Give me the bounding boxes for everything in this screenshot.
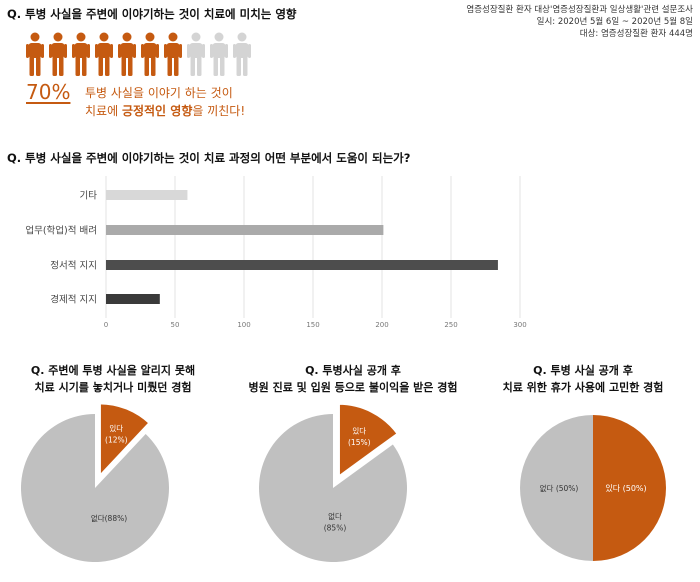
pie-label-yes: 있다 (50%)	[605, 483, 646, 493]
y-category-label: 정서적 지지	[50, 260, 97, 272]
callout-line-2-pre: 치료에	[85, 104, 122, 118]
pie-label-no: 없다 (85%)	[324, 512, 347, 533]
pie-slice-yes	[593, 415, 666, 561]
person-icon	[118, 32, 136, 76]
person-icon	[233, 32, 251, 76]
pie-1-title: Q. 주변에 투병 사실을 알리지 못해 치료 시기를 놓치거나 미뤘던 경험	[8, 362, 218, 396]
x-tick-label: 100	[237, 321, 250, 329]
survey-period: 일시: 2020년 5월 6일 ~ 2020년 5월 8일	[536, 17, 693, 27]
pie-1-title-line-1: Q. 주변에 투병 사실을 알리지 못해	[30, 364, 196, 377]
pie-label-yes: 있다 (15%)	[348, 426, 371, 447]
pie-slice-no	[21, 414, 170, 562]
person-icon	[49, 32, 67, 76]
y-category-label: 경제적 지지	[50, 294, 97, 306]
bar	[106, 225, 384, 235]
people-icon-row	[26, 32, 251, 76]
pie-3-title-line-1: Q. 투병 사실 공개 후	[533, 364, 633, 377]
pie-chart-delay-treatment: 있다 (12%) 없다(88%)	[21, 401, 170, 562]
question-2-title: Q. 투병 사실을 주변에 이야기하는 것이 치료 과정의 어떤 부분에서 도움…	[7, 151, 411, 165]
callout-line-2-post: 을 끼친다!	[192, 104, 246, 118]
pie-slice-no	[520, 415, 593, 561]
x-tick-label: 50	[171, 321, 180, 329]
pie-slice-no	[259, 414, 407, 562]
y-category-label: 업무(학업)적 배려	[25, 225, 97, 237]
x-tick-label: 150	[306, 321, 319, 329]
pie-2-title: Q. 투병사실 공개 후 병원 진료 및 입원 등으로 불이익을 받은 경험	[238, 362, 468, 396]
pie-slice-yes	[336, 401, 401, 481]
pie-chart-hospital-disadvantage: 있다 (15%) 없다 (85%)	[259, 401, 407, 562]
bar	[106, 260, 498, 270]
y-category-label: 기타	[80, 191, 98, 202]
x-tick-label: 300	[513, 321, 526, 329]
bar	[106, 294, 160, 304]
pie-1-title-line-2: 치료 시기를 놓치거나 미뤘던 경험	[34, 381, 192, 394]
pie-2-title-line-2: 병원 진료 및 입원 등으로 불이익을 받은 경험	[248, 381, 458, 394]
x-tick-label: 250	[444, 321, 457, 329]
percentage-label: 70%	[26, 80, 71, 104]
person-icon	[95, 32, 113, 76]
pie-chart-leave-concern: 있다 (50%) 없다 (50%)	[520, 415, 666, 561]
x-tick-label: 200	[375, 321, 388, 329]
pie-3-title: Q. 투병 사실 공개 후 치료 위한 휴가 사용에 고민한 경험	[478, 362, 688, 396]
person-icon	[26, 32, 44, 76]
pie-slice-yes	[97, 401, 153, 481]
pie-label-no: 없다 (50%)	[540, 484, 579, 493]
person-icon	[187, 32, 205, 76]
x-tick-label: 0	[104, 321, 108, 329]
callout-line-2: 치료에 긍정적인 영향을 끼친다!	[85, 102, 245, 119]
pie-2-title-line-1: Q. 투병사실 공개 후	[305, 364, 401, 377]
bar	[106, 190, 188, 200]
person-icon	[210, 32, 228, 76]
pie-label-yes: 있다 (12%)	[105, 424, 128, 445]
person-icon	[164, 32, 182, 76]
pie-label-no: 없다(88%)	[91, 514, 127, 523]
person-icon	[72, 32, 90, 76]
person-icon	[141, 32, 159, 76]
survey-target: 대상: 염증성장질환 환자 444명	[579, 29, 693, 39]
question-1-title: Q. 투병 사실을 주변에 이야기하는 것이 치료에 미치는 영향	[7, 7, 297, 21]
callout-line-2-emphasis: 긍정적인 영향	[121, 104, 193, 118]
survey-meta: 염증성장질환 환자 대상'염증성장질환과 일상생활'관련 설문조사 일시: 20…	[466, 4, 693, 40]
pie-3-title-line-2: 치료 위한 휴가 사용에 고민한 경험	[502, 381, 664, 394]
callout-line-1: 투병 사실을 이야기 하는 것이	[85, 86, 233, 100]
survey-title: 염증성장질환 환자 대상'염증성장질환과 일상생활'관련 설문조사	[466, 5, 693, 15]
